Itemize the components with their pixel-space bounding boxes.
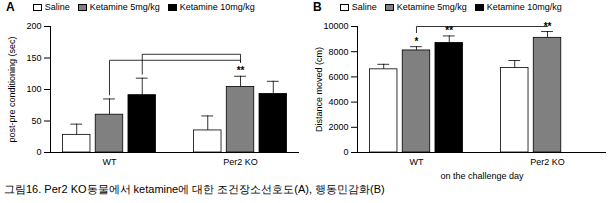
svg-text:10000: 10000 [323, 21, 348, 31]
svg-text:**: ** [544, 21, 552, 32]
svg-text:150: 150 [26, 53, 41, 63]
svg-text:200: 200 [26, 21, 41, 31]
svg-text:Per2 KO: Per2 KO [223, 157, 258, 167]
svg-text:**: ** [237, 65, 245, 76]
html-text:A: A [6, 0, 15, 14]
svg-text:4000: 4000 [328, 97, 348, 107]
svg-text:50: 50 [31, 116, 41, 126]
html-text:Ketamine 5mg/kg: Ketamine 5mg/kg [396, 2, 467, 12]
svg-text:2000: 2000 [328, 122, 348, 132]
svg-text:0: 0 [343, 147, 348, 157]
svg-text:*: * [415, 36, 419, 47]
svg-text:0: 0 [36, 147, 41, 157]
html-text:그림16. Per2 KO동물에서 ketamine에 대한: 그림16. Per2 KO동물에서 ketamine에 대한 조건장소선호도(A… [4, 183, 385, 195]
html-text:B: B [313, 0, 322, 14]
svg-text:Per2 KO: Per2 KO [530, 157, 565, 167]
svg-text:6000: 6000 [328, 72, 348, 82]
html-text:Saline: Saline [44, 2, 70, 12]
svg-text:WT: WT [102, 157, 116, 167]
svg-text:8000: 8000 [328, 47, 348, 57]
svg-text:100: 100 [26, 84, 41, 94]
svg-text:WT: WT [409, 157, 423, 167]
svg-text:post-pre conditioning (sec): post-pre conditioning (sec) [7, 36, 17, 142]
html-text:Ketamine 10mg/kg: Ketamine 10mg/kg [179, 2, 255, 12]
html-text:Saline: Saline [351, 2, 377, 12]
svg-text:on the challenge day: on the challenge day [440, 171, 524, 181]
svg-text:Distance moved (cm): Distance moved (cm) [314, 47, 324, 132]
html-text:Ketamine 5mg/kg: Ketamine 5mg/kg [89, 2, 160, 12]
html-text:Ketamine 10mg/kg: Ketamine 10mg/kg [486, 2, 562, 12]
